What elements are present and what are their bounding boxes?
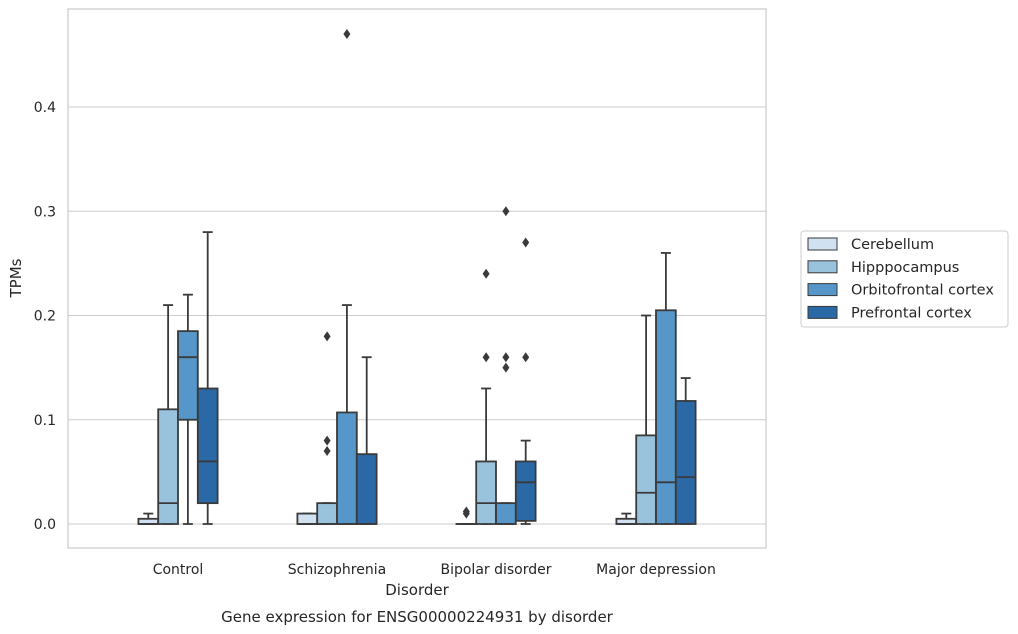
box-cerebellum — [455, 506, 478, 525]
box-prefrontal-cortex — [674, 377, 697, 525]
box-body — [475, 460, 497, 525]
box-body — [635, 434, 657, 525]
box-hipppocampus — [157, 304, 179, 525]
y-axis-ticks: 0.0 0.1 0.2 0.3 0.4 — [34, 100, 56, 533]
legend-label: Orbitofrontal cortex — [851, 283, 994, 299]
x-tick-label: Major depression — [596, 562, 716, 578]
box-body — [196, 387, 219, 505]
box-body — [177, 330, 199, 421]
box-orbitofrontal-cortex — [495, 206, 517, 525]
y-tick-label: 0.1 — [34, 413, 56, 429]
box-body — [655, 309, 677, 525]
legend: Cerebellum Hipppocampus Orbitofrontal cort… — [800, 230, 1009, 328]
legend-label: Prefrontal cortex — [851, 305, 972, 321]
outlier-marker — [323, 446, 331, 457]
y-tick-label: 0.3 — [34, 204, 56, 220]
outlier-marker — [502, 206, 510, 217]
box-body — [514, 460, 537, 522]
chart-title: Gene expression for ENSG00000224931 by d… — [221, 608, 614, 626]
box-prefrontal-cortex — [514, 237, 537, 525]
outlier-marker — [502, 352, 510, 363]
y-axis-label: TPMs — [7, 258, 25, 298]
box-hipppocampus — [635, 314, 657, 525]
box-body — [336, 411, 358, 525]
x-axis-label: Disorder — [385, 581, 449, 599]
box-orbitofrontal-cortex — [177, 293, 199, 525]
x-tick-label: Bipolar disorder — [440, 562, 551, 578]
box-prefrontal-cortex — [355, 356, 378, 525]
legend-label: Cerebellum — [851, 237, 934, 253]
plot-area — [137, 29, 697, 525]
outlier-marker — [482, 268, 490, 279]
outlier-marker — [522, 237, 530, 248]
box-body — [157, 408, 179, 525]
outlier-marker — [462, 506, 470, 517]
box-prefrontal-cortex — [196, 231, 219, 525]
legend-swatch — [807, 305, 838, 319]
outlier-marker — [482, 352, 490, 363]
outlier-marker — [522, 352, 530, 363]
box-hipppocampus — [475, 268, 497, 525]
x-axis-ticks: Control Schizophrenia Bipolar disorder Majo… — [153, 562, 716, 578]
box-orbitofrontal-cortex — [655, 252, 677, 525]
outlier-marker — [343, 29, 351, 40]
x-tick-label: Schizophrenia — [288, 562, 386, 578]
y-tick-label: 0.2 — [34, 309, 56, 325]
outlier-marker — [323, 331, 331, 342]
box-hipppocampus — [316, 331, 338, 525]
box-body — [674, 400, 697, 525]
box-body — [316, 502, 338, 525]
box-cerebellum — [615, 512, 638, 525]
legend-swatch — [807, 283, 838, 297]
box-orbitofrontal-cortex — [336, 29, 358, 525]
legend-swatch — [807, 260, 838, 274]
box-cerebellum — [296, 512, 319, 525]
y-tick-label: 0.4 — [34, 100, 56, 116]
legend-frame — [800, 230, 1009, 328]
outlier-marker — [502, 362, 510, 373]
box-body — [495, 502, 517, 525]
y-tick-label: 0.0 — [34, 517, 56, 533]
box-cerebellum — [137, 512, 160, 525]
legend-swatch — [807, 237, 838, 251]
x-tick-label: Control — [153, 562, 204, 578]
box-body — [296, 512, 319, 525]
box-body — [355, 453, 378, 525]
plot-frame — [67, 8, 767, 549]
legend-label: Hipppocampus — [851, 260, 959, 276]
outlier-marker — [323, 435, 331, 446]
